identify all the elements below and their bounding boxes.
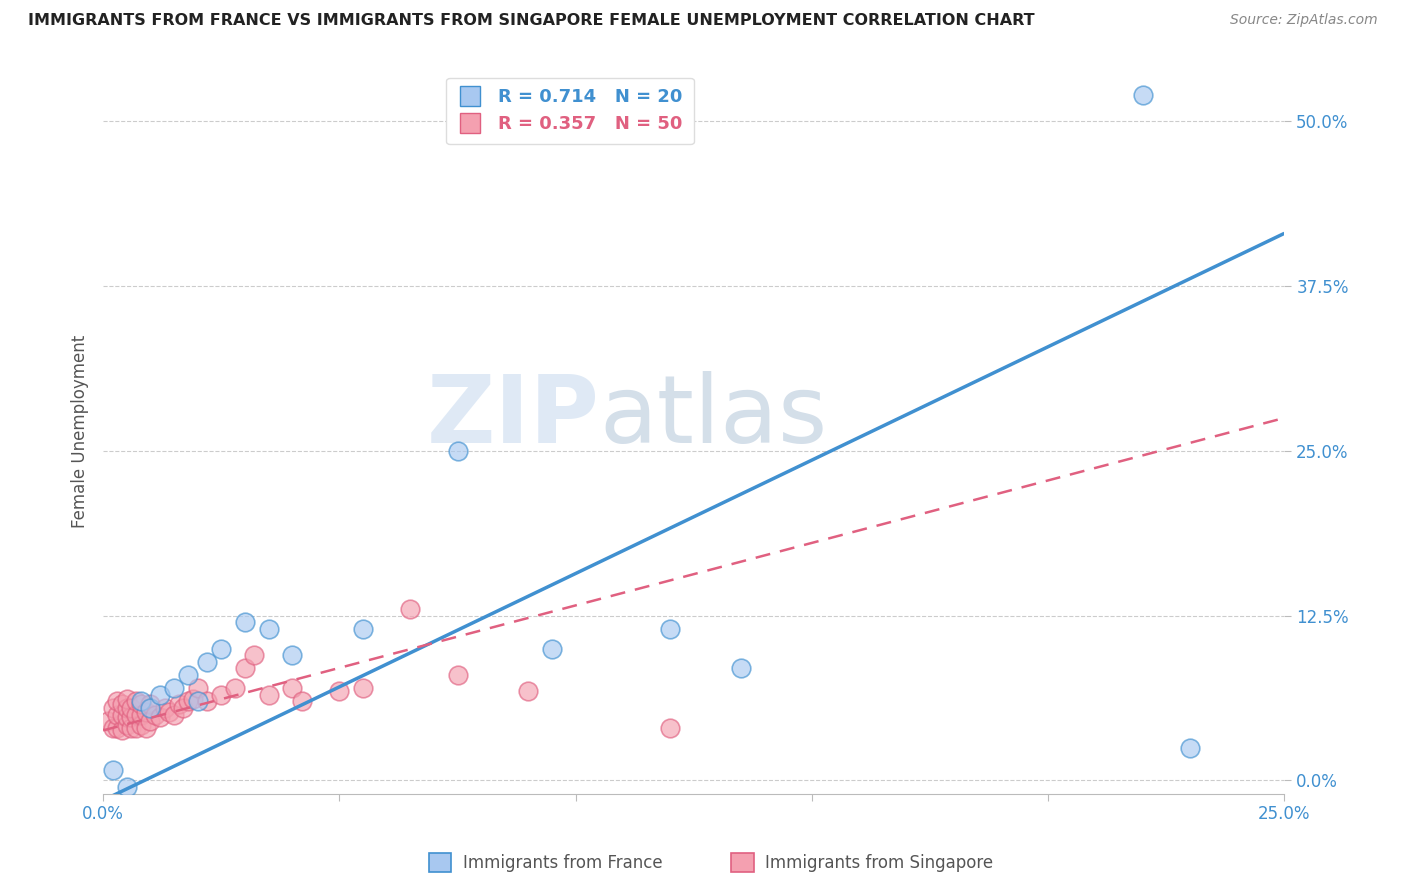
Point (167, 697, 190, 711)
Point (399, 602, 422, 616)
Point (233, 615, 256, 630)
Point (181, 691, 204, 706)
Point (209, 688, 232, 702)
Point (139, 697, 162, 711)
Point (135, 705, 157, 719)
Point (328, 683, 350, 698)
Point (187, 694, 209, 708)
Point (115, 701, 138, 715)
Point (105, 707, 128, 722)
Point (105, 721, 128, 735)
Point (290, 694, 312, 708)
Point (105, 694, 128, 708)
Point (281, 648, 304, 663)
Point (243, 648, 266, 663)
Point (129, 697, 152, 711)
Point (209, 641, 232, 656)
Point (143, 707, 166, 722)
Point (149, 710, 172, 724)
Point (149, 688, 172, 702)
Text: IMMIGRANTS FROM FRANCE VS IMMIGRANTS FROM SINGAPORE FEMALE UNEMPLOYMENT CORRELAT: IMMIGRANTS FROM FRANCE VS IMMIGRANTS FRO… (28, 13, 1035, 29)
Point (195, 655, 218, 669)
Point (111, 707, 134, 722)
Point (352, 681, 374, 696)
Legend: R = 0.714   N = 20, R = 0.357   N = 50: R = 0.714 N = 20, R = 0.357 N = 50 (446, 78, 693, 145)
Point (1178, 740, 1201, 755)
Point (115, 691, 138, 706)
Point (101, 763, 124, 777)
Point (281, 681, 304, 696)
Point (187, 681, 209, 696)
Point (135, 721, 157, 735)
Point (257, 622, 280, 636)
Point (139, 714, 162, 728)
Point (111, 723, 134, 738)
Text: ZIP: ZIP (426, 370, 599, 463)
Point (517, 683, 540, 698)
Point (224, 681, 246, 696)
Point (139, 701, 162, 715)
Point (177, 694, 200, 708)
Point (352, 622, 374, 636)
Point (257, 688, 280, 702)
Point (195, 694, 218, 708)
Point (233, 661, 256, 675)
Point (115, 718, 138, 732)
Point (125, 694, 148, 708)
Point (121, 710, 143, 724)
Text: Source: ZipAtlas.com: Source: ZipAtlas.com (1230, 13, 1378, 28)
Point (1132, 87, 1154, 102)
Point (121, 701, 143, 715)
Point (111, 697, 134, 711)
Point (115, 710, 138, 724)
Point (446, 443, 468, 458)
Point (125, 707, 148, 722)
Point (446, 668, 468, 682)
Point (97, 714, 120, 728)
Text: atlas: atlas (599, 370, 828, 463)
Point (153, 701, 176, 715)
Point (101, 701, 124, 715)
Text: Immigrants from France: Immigrants from France (463, 854, 662, 871)
Y-axis label: Female Unemployment: Female Unemployment (72, 334, 89, 528)
Point (659, 622, 682, 636)
Point (172, 701, 194, 715)
Point (129, 694, 152, 708)
Point (541, 641, 564, 656)
Point (163, 681, 186, 696)
Point (115, 780, 138, 794)
Point (157, 705, 180, 719)
Point (125, 721, 148, 735)
Point (129, 718, 152, 732)
Point (129, 707, 152, 722)
Point (121, 721, 143, 735)
Point (659, 721, 682, 735)
Point (163, 707, 186, 722)
Point (177, 668, 200, 682)
Text: Immigrants from Singapore: Immigrants from Singapore (765, 854, 993, 871)
Point (730, 661, 752, 675)
Point (101, 721, 124, 735)
